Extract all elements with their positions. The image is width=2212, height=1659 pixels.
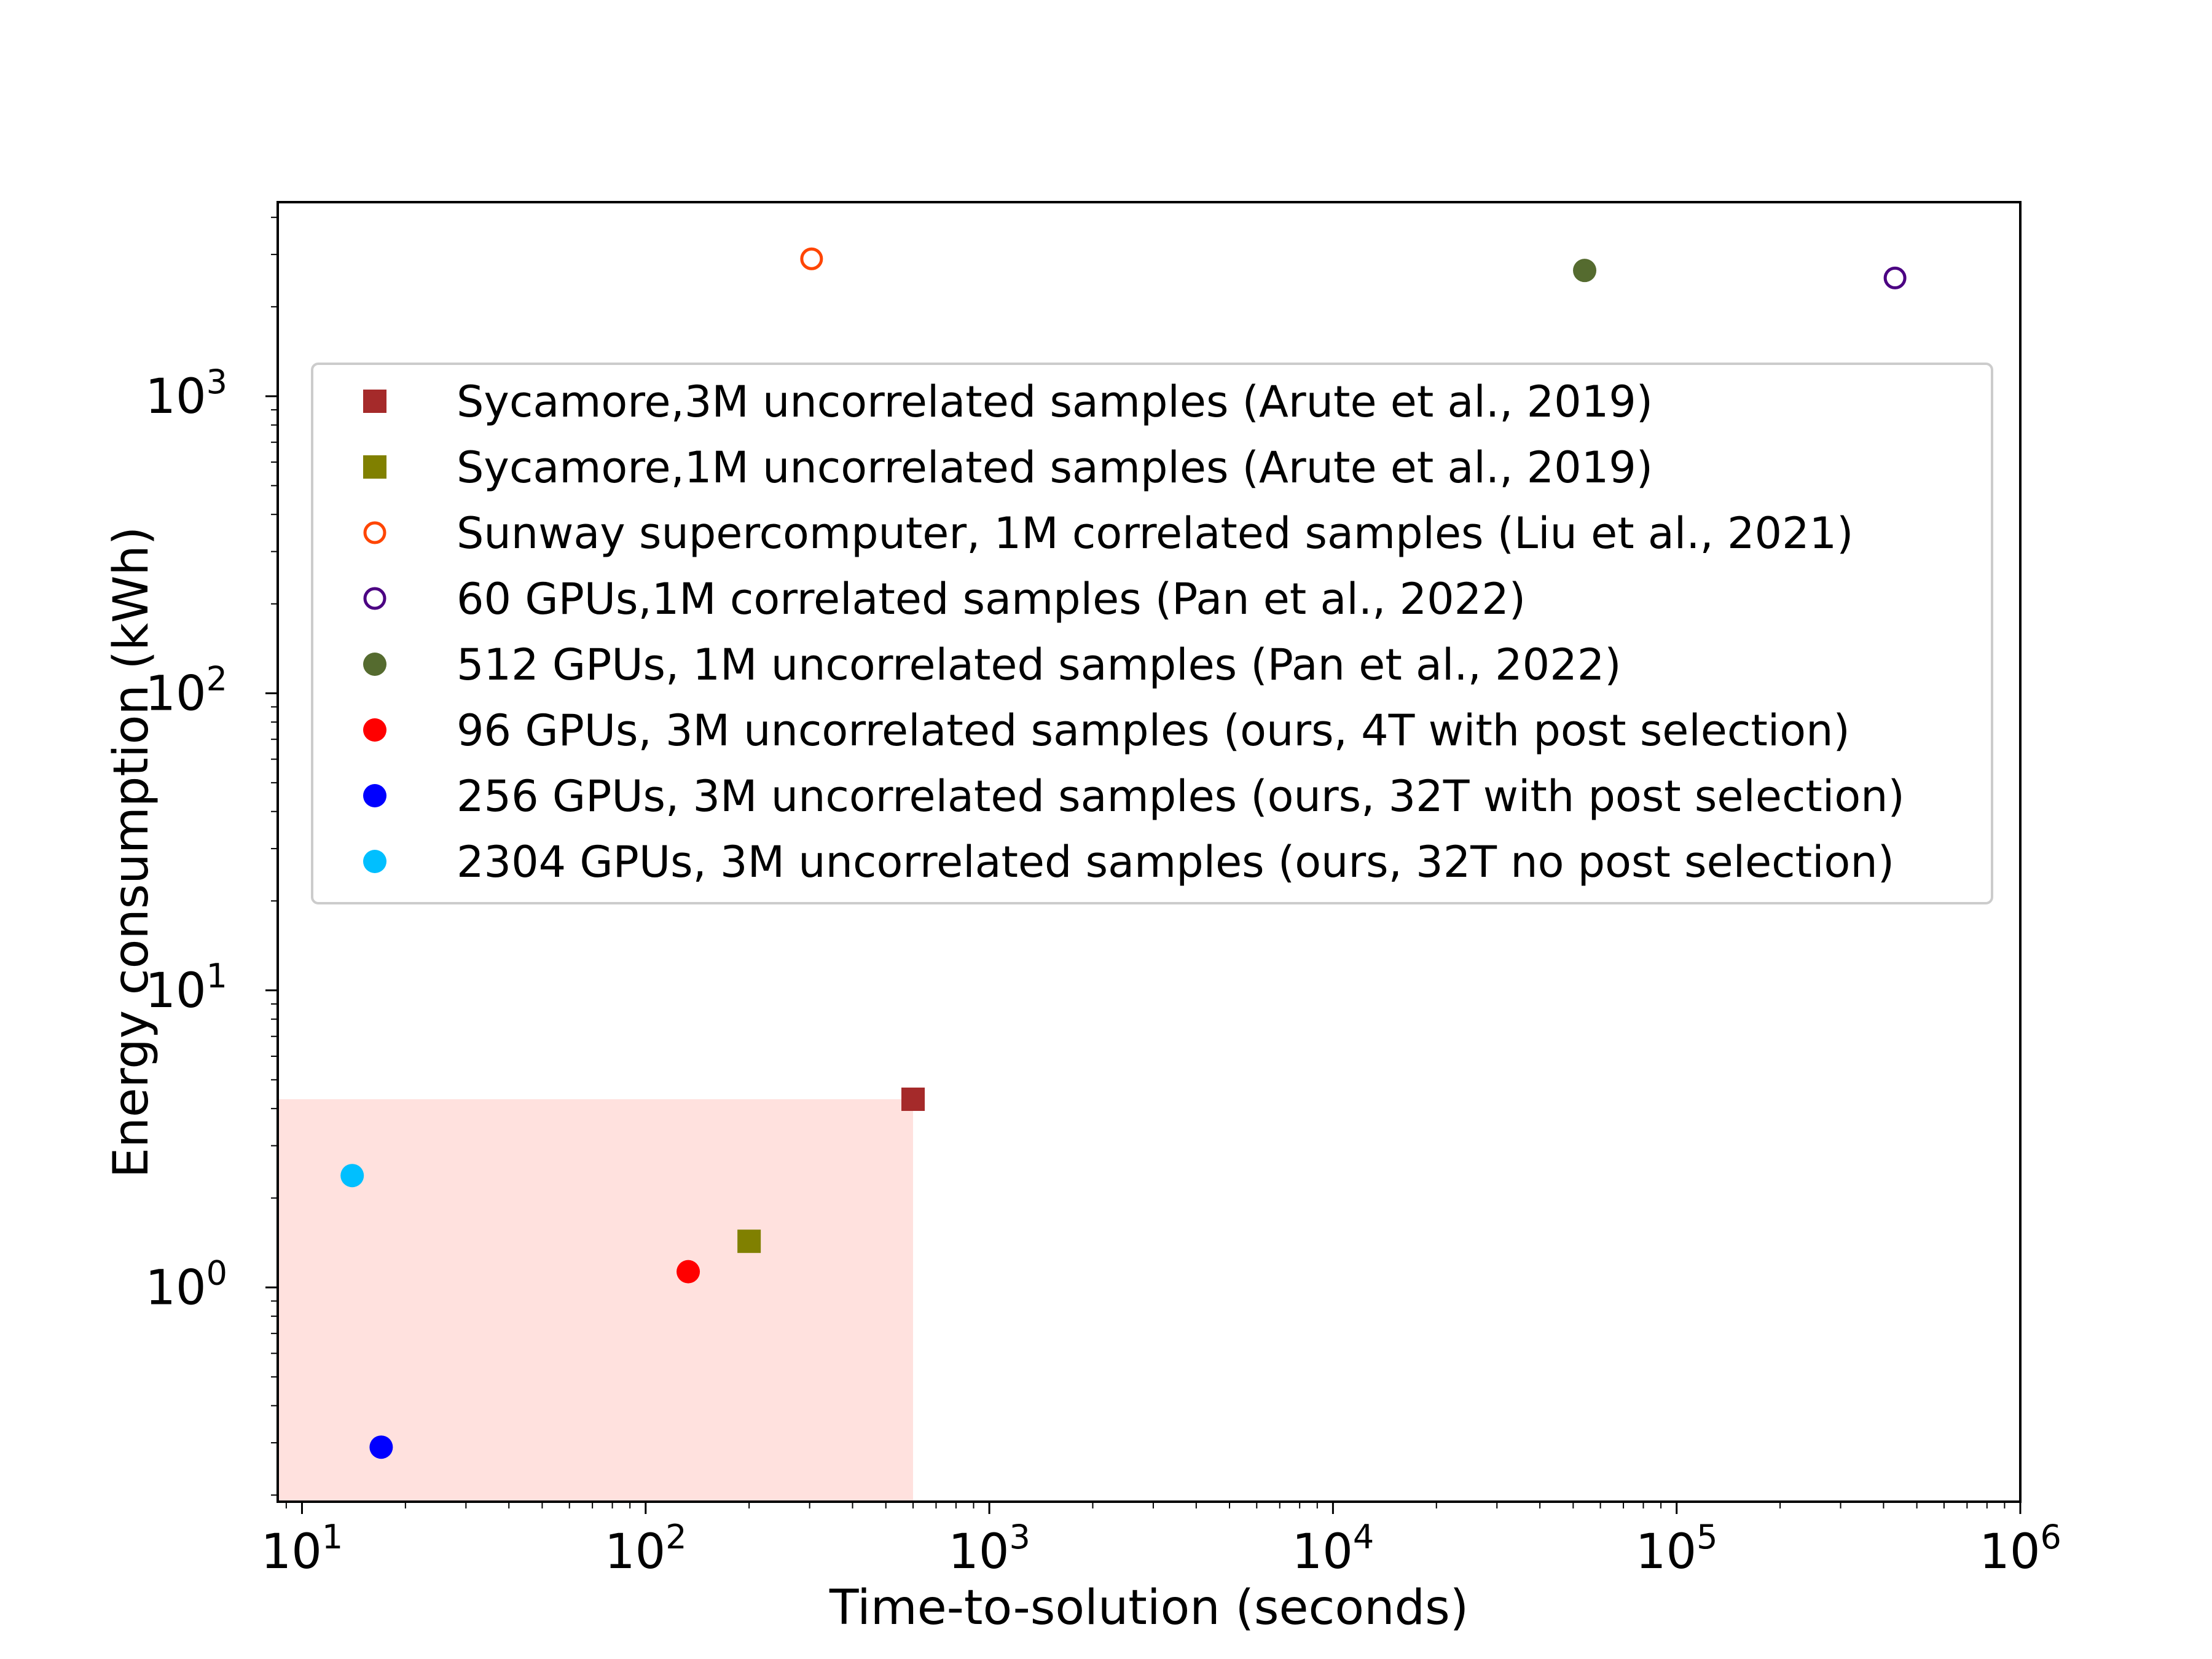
legend-marker [363, 784, 386, 807]
data-point [1573, 259, 1597, 283]
legend-marker [363, 653, 386, 676]
plot-frame [276, 201, 2022, 1503]
x-tick-label: 101 [261, 1518, 343, 1580]
legend-label: 96 GPUs, 3M uncorrelated samples (ours, … [457, 705, 1850, 756]
x-tick-label: 103 [948, 1518, 1030, 1580]
data-point [340, 1164, 364, 1188]
legend-marker [363, 455, 386, 479]
x-tick-label: 104 [1292, 1518, 1375, 1580]
x-tick-label: 102 [605, 1518, 687, 1580]
legend-marker [363, 850, 386, 873]
legend-label: Sycamore,3M uncorrelated samples (Arute … [457, 377, 1653, 427]
y-tick-label: 101 [145, 957, 227, 1019]
legend-label: 2304 GPUs, 3M uncorrelated samples (ours… [457, 837, 1894, 887]
y-tick-label: 103 [145, 363, 227, 425]
legend-label: 512 GPUs, 1M uncorrelated samples (Pan e… [457, 640, 1622, 690]
y-tick-label: 100 [145, 1253, 227, 1316]
legend-box [311, 363, 1993, 904]
legend-label: 60 GPUs,1M correlated samples (Pan et al… [457, 574, 1526, 624]
data-point [800, 247, 823, 270]
legend-marker [363, 521, 386, 544]
highlight-region [278, 1099, 914, 1502]
data-point [369, 1435, 393, 1459]
legend-marker [363, 587, 386, 610]
legend-marker [363, 718, 386, 742]
legend-label: 256 GPUs, 3M uncorrelated samples (ours,… [457, 771, 1905, 822]
data-point [677, 1260, 700, 1284]
data-point [1883, 266, 1907, 289]
legend-marker [363, 390, 386, 413]
data-markers [340, 247, 1907, 1459]
data-point [737, 1230, 761, 1253]
x-axis-label: Time-to-solution (seconds) [829, 1580, 1469, 1636]
x-tick-label: 106 [1979, 1518, 2061, 1580]
x-tick-label: 105 [1636, 1518, 1718, 1580]
y-axis-label: Energy consumption (kWh) [104, 527, 159, 1178]
y-tick-label: 102 [145, 659, 227, 721]
legend: Sycamore,3M uncorrelated samples (Arute … [311, 363, 1993, 904]
legend-label: Sycamore,1M uncorrelated samples (Arute … [457, 442, 1653, 493]
data-point [901, 1088, 925, 1112]
legend-label: Sunway supercomputer, 1M correlated samp… [457, 508, 1853, 559]
